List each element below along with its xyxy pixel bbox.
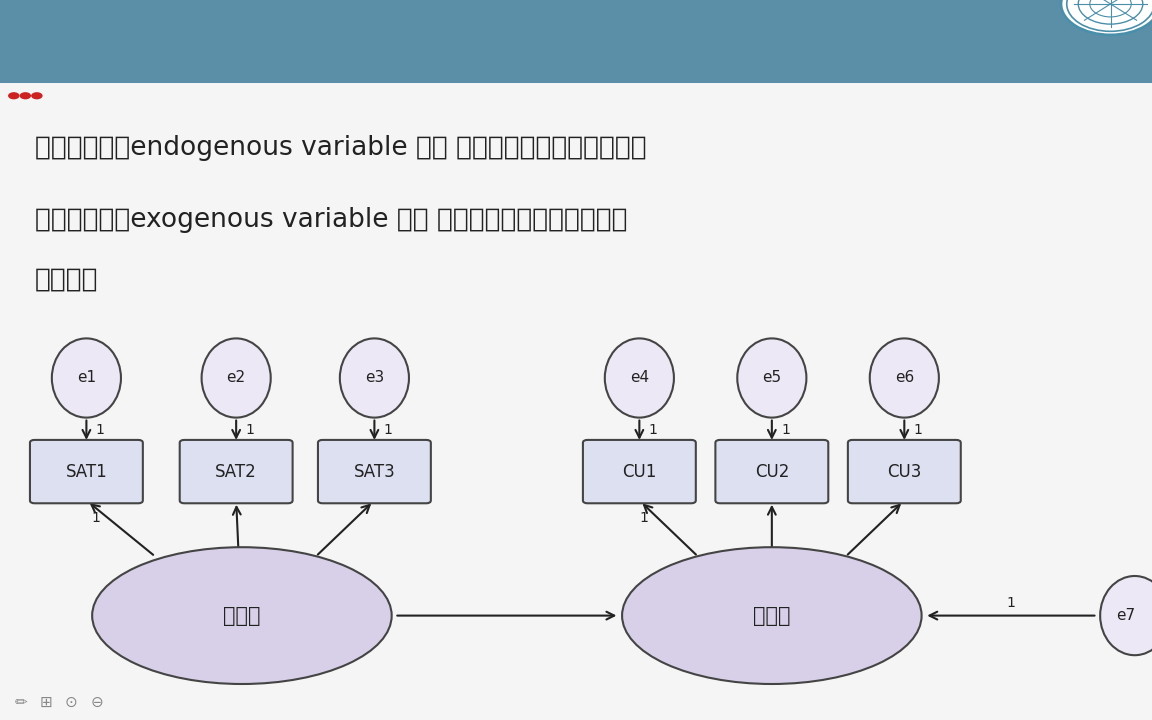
Text: 1: 1 xyxy=(649,423,658,437)
Ellipse shape xyxy=(1100,576,1152,655)
Text: 1: 1 xyxy=(914,423,923,437)
Text: e2: e2 xyxy=(227,371,245,385)
Circle shape xyxy=(8,92,20,99)
Text: SAT2: SAT2 xyxy=(215,463,257,481)
Text: 1: 1 xyxy=(1007,595,1015,610)
Text: ⊞: ⊞ xyxy=(39,695,53,709)
Text: SAT3: SAT3 xyxy=(354,463,395,481)
Ellipse shape xyxy=(622,547,922,684)
Text: 1: 1 xyxy=(781,423,790,437)
Text: CU1: CU1 xyxy=(622,463,657,481)
Text: e7: e7 xyxy=(1116,608,1135,623)
FancyBboxPatch shape xyxy=(30,440,143,503)
FancyBboxPatch shape xyxy=(318,440,431,503)
Ellipse shape xyxy=(202,338,271,418)
Ellipse shape xyxy=(52,338,121,418)
Text: SAT1: SAT1 xyxy=(66,463,107,481)
Bar xyxy=(0,0,1152,83)
Text: e5: e5 xyxy=(763,371,781,385)
Text: 图内生变量（endogenous variable ）： 被估计、被箭头刺到的变量: 图内生变量（endogenous variable ）： 被估计、被箭头刺到的变… xyxy=(35,135,646,161)
Text: e1: e1 xyxy=(77,371,96,385)
FancyBboxPatch shape xyxy=(715,440,828,503)
Text: ⊖: ⊖ xyxy=(90,695,104,709)
FancyBboxPatch shape xyxy=(848,440,961,503)
Text: ⊙: ⊙ xyxy=(65,695,78,709)
Circle shape xyxy=(31,92,43,99)
Text: 的变量。: 的变量。 xyxy=(35,266,98,292)
Text: 图外生变量（exogenous variable ）： 指向其他变量而自身未被刺: 图外生变量（exogenous variable ）： 指向其他变量而自身未被刺 xyxy=(35,207,627,233)
Text: e3: e3 xyxy=(365,371,384,385)
Ellipse shape xyxy=(870,338,939,418)
Text: 1: 1 xyxy=(384,423,393,437)
Ellipse shape xyxy=(605,338,674,418)
Text: 满意度: 满意度 xyxy=(223,606,260,626)
FancyBboxPatch shape xyxy=(180,440,293,503)
Text: e6: e6 xyxy=(895,371,914,385)
Text: 忠诚度: 忠诚度 xyxy=(753,606,790,626)
Circle shape xyxy=(1061,0,1152,35)
Text: CU3: CU3 xyxy=(887,463,922,481)
FancyBboxPatch shape xyxy=(583,440,696,503)
Ellipse shape xyxy=(737,338,806,418)
Text: 1: 1 xyxy=(639,511,649,525)
Text: 1: 1 xyxy=(96,423,105,437)
Ellipse shape xyxy=(340,338,409,418)
Text: e4: e4 xyxy=(630,371,649,385)
Text: 1: 1 xyxy=(92,511,100,525)
Text: ✏: ✏ xyxy=(14,695,28,709)
Circle shape xyxy=(20,92,31,99)
Text: 1: 1 xyxy=(245,423,255,437)
Ellipse shape xyxy=(92,547,392,684)
Text: CU2: CU2 xyxy=(755,463,789,481)
